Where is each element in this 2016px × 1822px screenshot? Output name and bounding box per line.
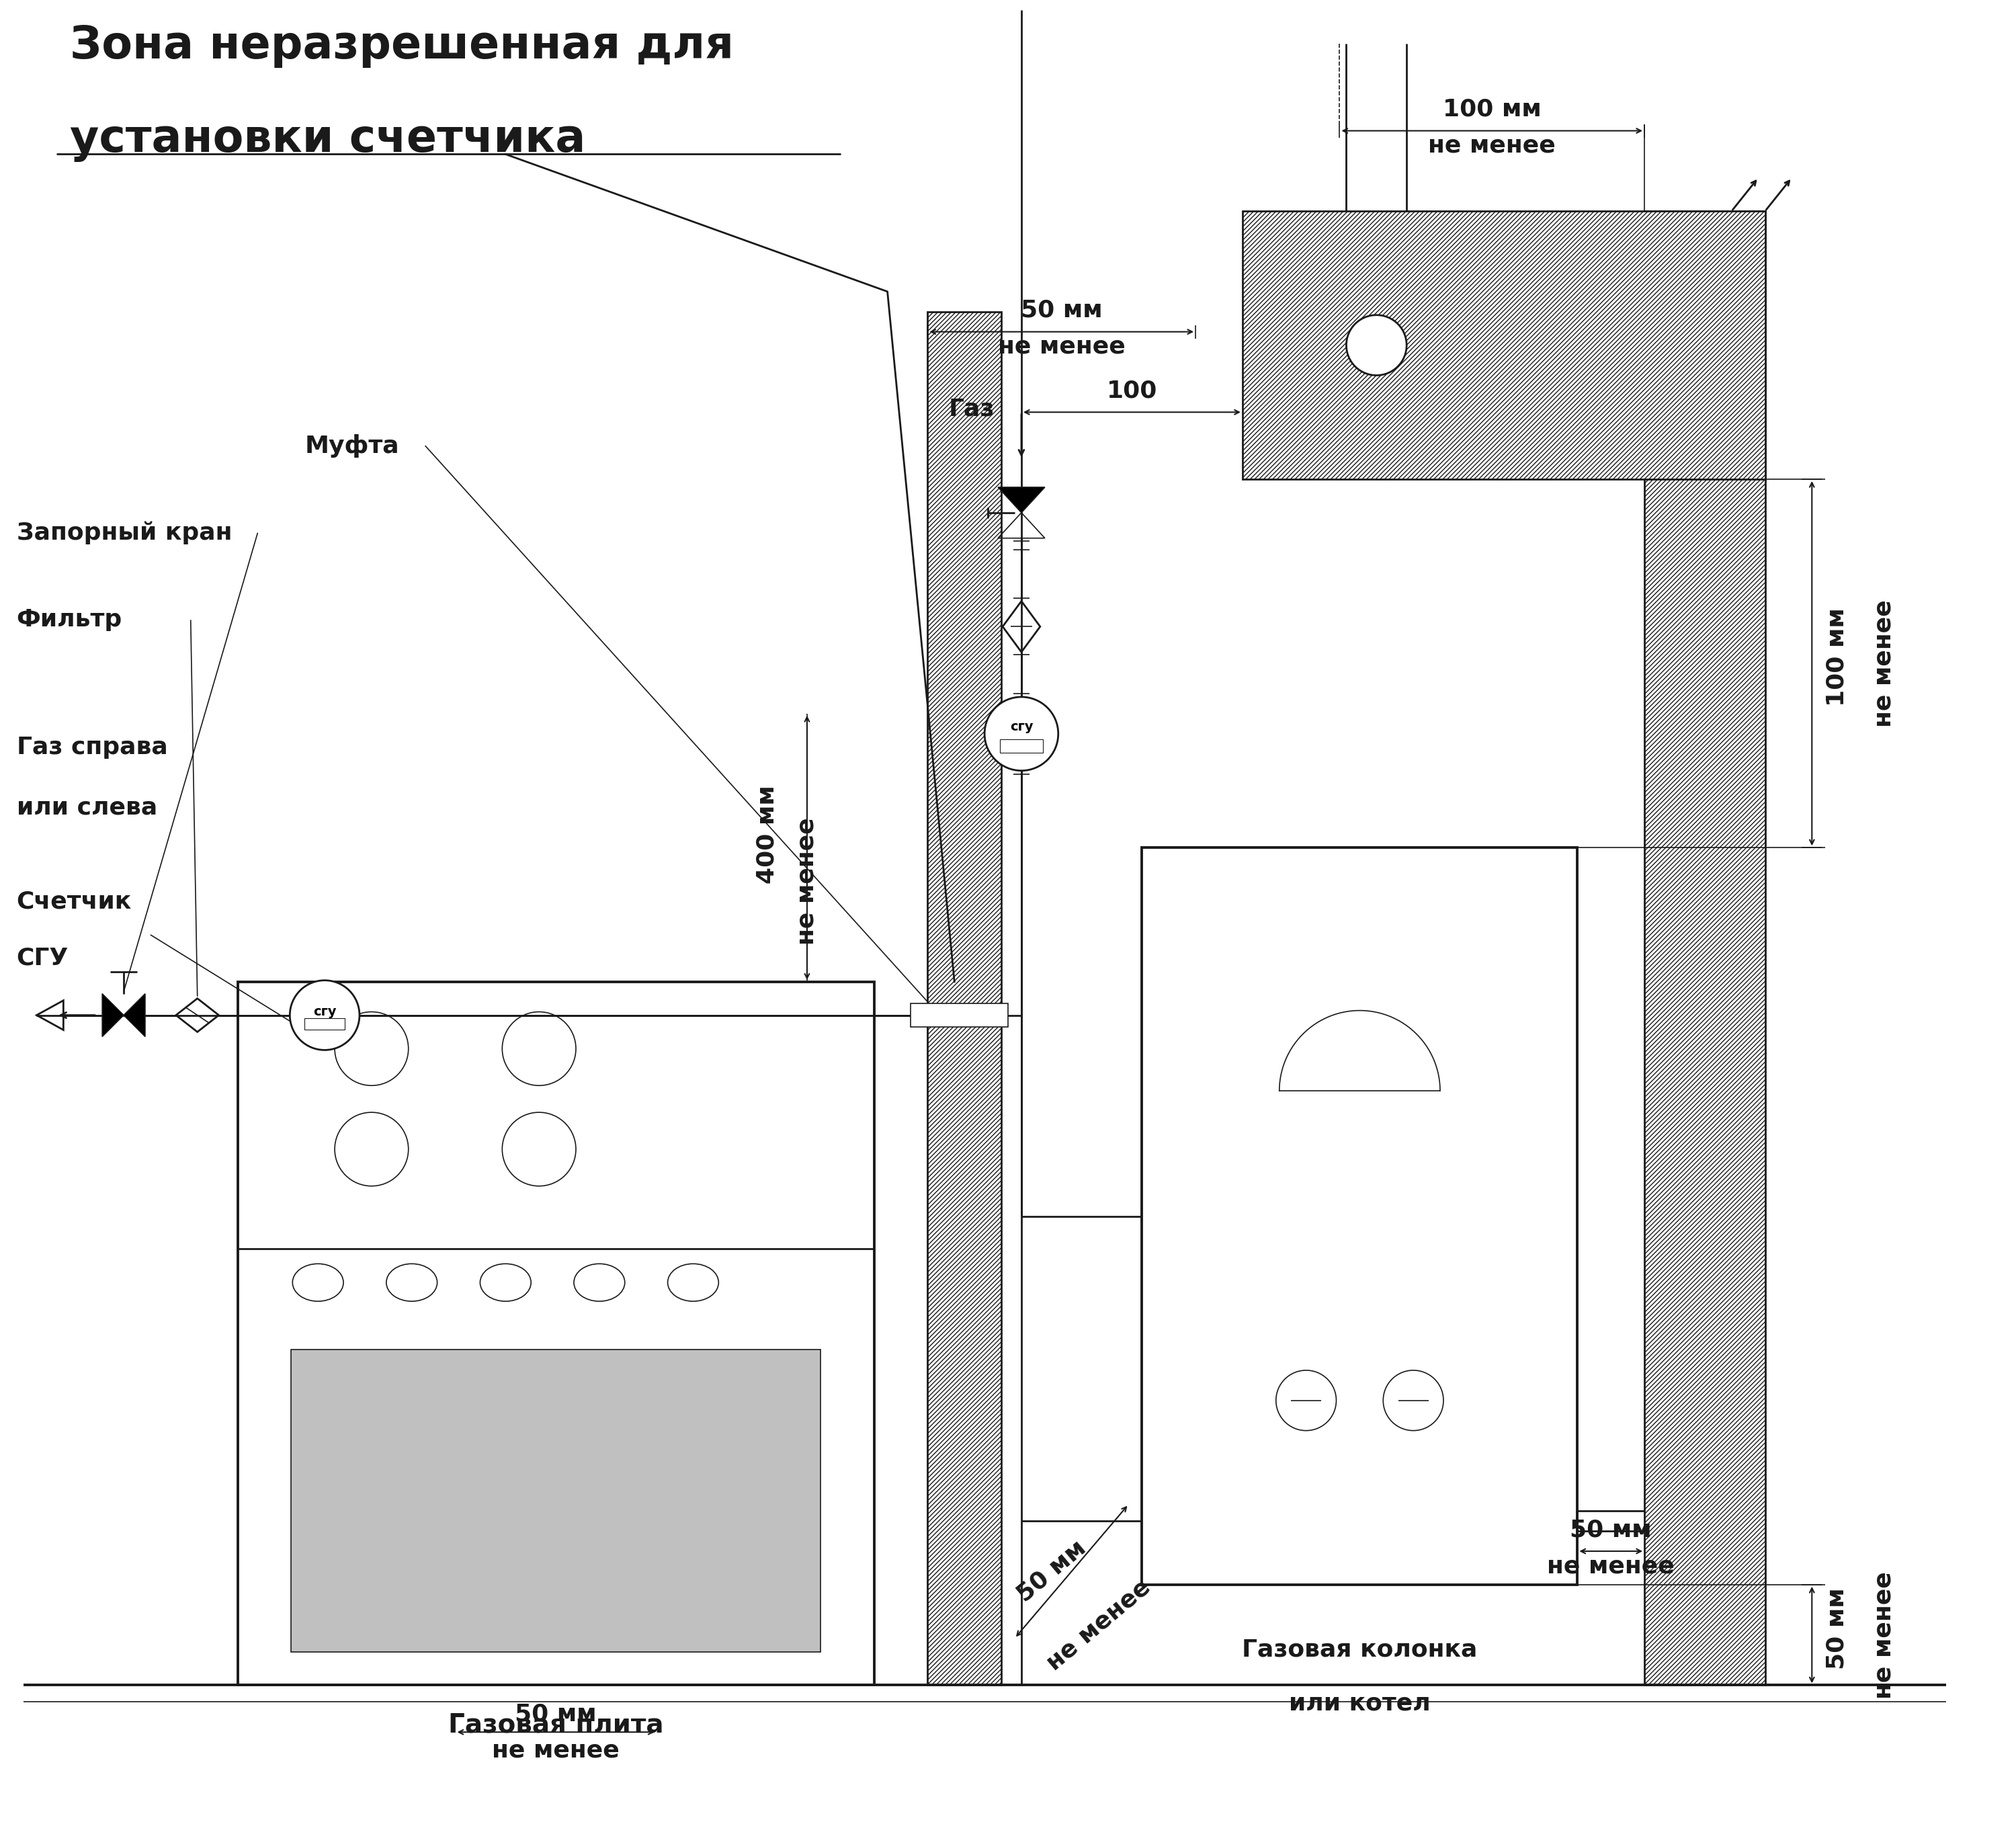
- Bar: [304, 1018, 345, 1029]
- Bar: [290, 1350, 821, 1653]
- Text: или котел: или котел: [1288, 1693, 1431, 1715]
- Text: 50 мм: 50 мм: [1012, 1536, 1091, 1607]
- Bar: [1141, 847, 1577, 1585]
- Text: Счетчик: Счетчик: [16, 889, 131, 913]
- Text: Запорный кран: Запорный кран: [16, 521, 232, 545]
- Text: не менее: не менее: [1427, 135, 1556, 157]
- Text: Зона неразрешенная для: Зона неразрешенная для: [71, 24, 734, 67]
- Text: 50 мм: 50 мм: [1570, 1518, 1651, 1541]
- Text: не менее: не менее: [492, 1738, 619, 1762]
- Text: не менее: не менее: [1546, 1554, 1675, 1578]
- Circle shape: [290, 980, 359, 1049]
- Text: сгу: сгу: [312, 1006, 337, 1018]
- Text: не менее: не менее: [1042, 1576, 1155, 1674]
- Bar: [238, 982, 875, 1685]
- Text: 100: 100: [1107, 379, 1157, 403]
- Text: 50 мм: 50 мм: [1824, 1587, 1849, 1669]
- Bar: [927, 312, 1002, 1685]
- Polygon shape: [103, 993, 123, 1037]
- Text: 100 мм: 100 мм: [1824, 607, 1849, 707]
- Text: сгу: сгу: [1010, 722, 1032, 734]
- Text: Газ: Газ: [950, 397, 994, 421]
- Bar: [911, 1004, 1008, 1028]
- Polygon shape: [123, 993, 145, 1037]
- Circle shape: [984, 698, 1058, 771]
- Text: не менее: не менее: [998, 335, 1125, 357]
- Circle shape: [1347, 315, 1407, 375]
- Bar: [1242, 211, 1766, 479]
- Text: Газовая плита: Газовая плита: [448, 1713, 663, 1738]
- Text: Газовая колонка: Газовая колонка: [1242, 1638, 1478, 1662]
- Bar: [1645, 211, 1766, 1685]
- Text: 100 мм: 100 мм: [1443, 98, 1542, 120]
- Text: 400 мм: 400 мм: [756, 785, 778, 884]
- Text: не менее: не менее: [1873, 1571, 1895, 1698]
- Text: Фильтр: Фильтр: [16, 609, 123, 630]
- Polygon shape: [1280, 1011, 1439, 1091]
- Text: СГУ: СГУ: [16, 947, 69, 969]
- Text: Муфта: Муфта: [304, 434, 399, 457]
- Text: 50 мм: 50 мм: [514, 1702, 597, 1725]
- Text: Газ справа: Газ справа: [16, 736, 167, 758]
- Text: 50 мм: 50 мм: [1020, 299, 1103, 322]
- Text: не менее: не менее: [796, 818, 818, 946]
- Polygon shape: [998, 486, 1044, 512]
- Text: установки счетчика: установки счетчика: [71, 117, 587, 162]
- Bar: [1000, 740, 1042, 752]
- Text: или слева: или слева: [16, 796, 157, 818]
- Text: не менее: не менее: [1873, 599, 1895, 727]
